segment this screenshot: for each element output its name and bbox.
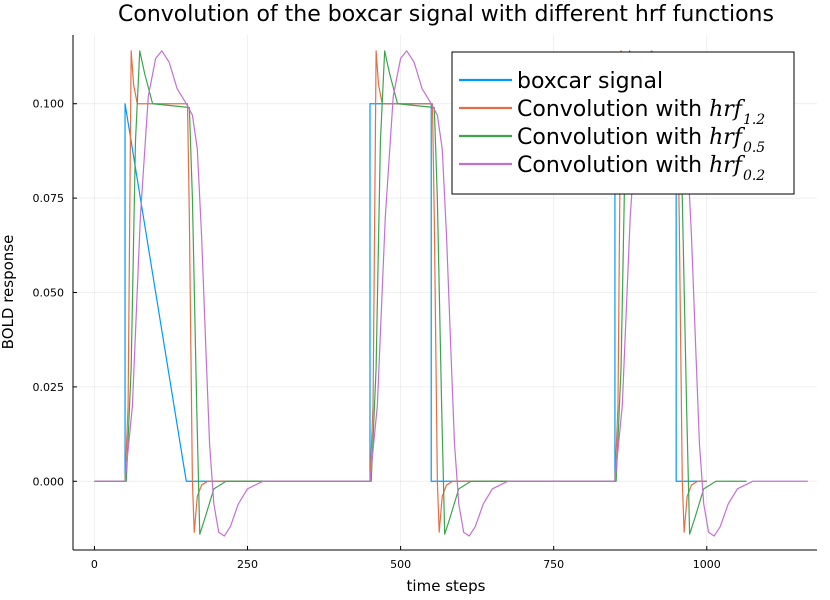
x-tick-label: 750 — [543, 558, 564, 571]
legend-label-1: Convolution with hrf1.2 — [517, 97, 765, 128]
x-tick-label: 500 — [390, 558, 411, 571]
series-line-1 — [94, 50, 707, 533]
y-tick-label: 0.025 — [33, 381, 65, 394]
legend-label-subscript: 0.2 — [743, 168, 765, 184]
legend-label-0: boxcar signal — [517, 69, 663, 94]
legend-label-math: hrf — [709, 153, 746, 178]
legend-box — [451, 51, 795, 195]
legend-label-math: hrf — [709, 125, 746, 150]
legend-label-text: Convolution with — [517, 153, 709, 178]
y-tick-label: 0.100 — [33, 98, 65, 111]
y-tick-label: 0.000 — [33, 475, 65, 488]
legend-label-subscript: 0.5 — [743, 140, 765, 156]
legend-label-text: Convolution with — [517, 125, 709, 150]
legend-label-subscript: 1.2 — [743, 112, 765, 128]
legend-label-text: Convolution with — [517, 97, 709, 122]
y-ticks: 0.000 0.025 0.050 0.075 0.100 — [33, 98, 77, 488]
y-axis-label: BOLD response — [0, 235, 17, 350]
y-tick-label: 0.075 — [33, 192, 65, 205]
x-tick-label: 250 — [237, 558, 258, 571]
x-tick-label: 1000 — [693, 558, 721, 571]
x-axis-label: time steps — [407, 577, 486, 595]
y-tick-label: 0.050 — [33, 287, 65, 300]
legend-label-3: Convolution with hrf0.2 — [517, 153, 765, 184]
legend-label-2: Convolution with hrf0.5 — [517, 125, 765, 156]
chart-title: Convolution of the boxcar signal with di… — [118, 2, 774, 27]
legend-label-math: hrf — [709, 97, 746, 122]
x-tick-label: 0 — [91, 558, 98, 571]
x-ticks: 0 250 500 750 1000 — [91, 546, 721, 571]
